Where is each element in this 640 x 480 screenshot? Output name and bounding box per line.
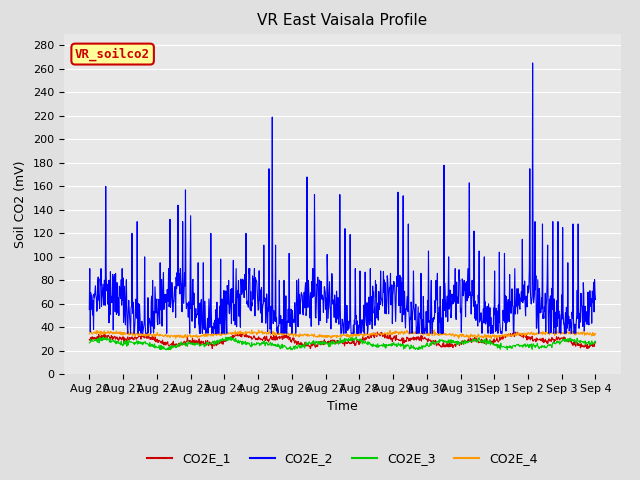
Legend: CO2E_1, CO2E_2, CO2E_3, CO2E_4: CO2E_1, CO2E_2, CO2E_3, CO2E_4	[142, 447, 543, 470]
Text: VR_soilco2: VR_soilco2	[75, 48, 150, 61]
Title: VR East Vaisala Profile: VR East Vaisala Profile	[257, 13, 428, 28]
Y-axis label: Soil CO2 (mV): Soil CO2 (mV)	[15, 160, 28, 248]
X-axis label: Time: Time	[327, 400, 358, 413]
